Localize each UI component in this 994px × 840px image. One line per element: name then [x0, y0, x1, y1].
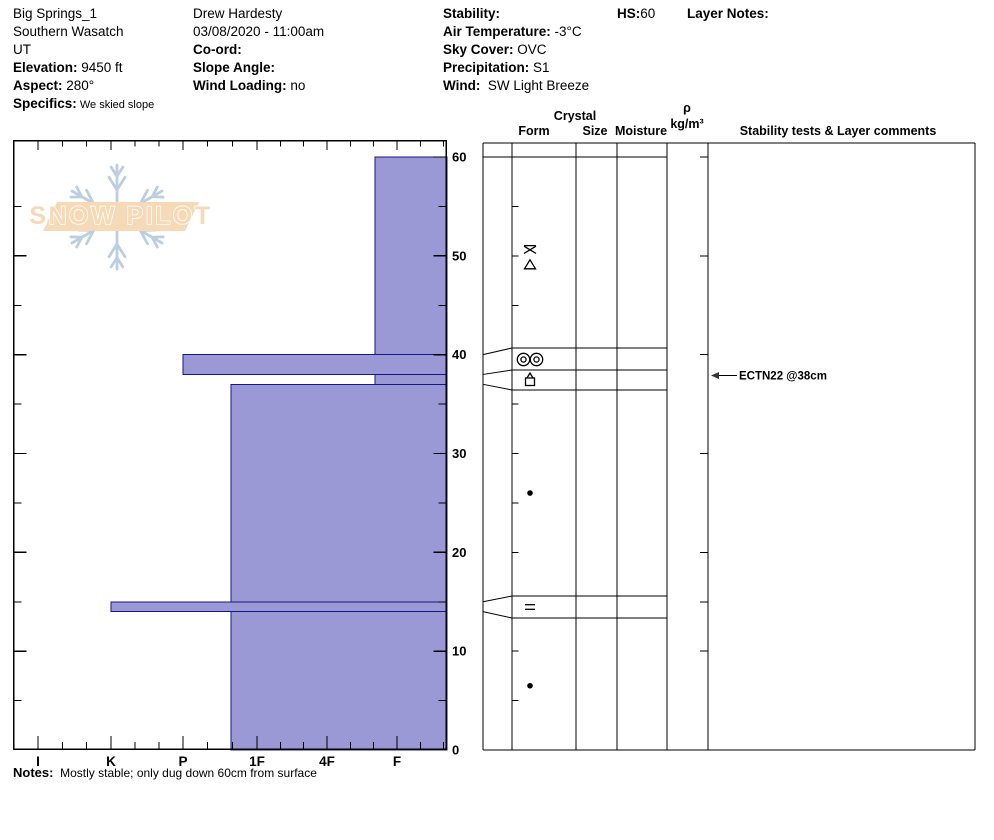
column-header-form: Form [518, 124, 550, 138]
header-field-line: Wind Loading: no [193, 77, 324, 95]
field-label: Specifics: [13, 96, 77, 111]
stability-test-annotation: ECTN22 @38cm [739, 371, 827, 383]
depth-axis-label-10: 10 [452, 644, 466, 659]
layer-bar-15-14cm-K [110, 601, 448, 613]
field-label: Wind Loading: [193, 78, 287, 93]
field-value: OVC [513, 42, 547, 57]
header-weather-column: Stability: Air Temperature: -3°C Sky Cover… [443, 5, 589, 95]
depth-axis-label-20: 20 [452, 545, 466, 560]
field-label: Precipitation: [443, 60, 530, 75]
table-row-connector-1 [482, 369, 513, 375]
header-hs: HS:60 [617, 5, 655, 23]
field-label: Stability: [443, 6, 501, 21]
header-text-line: UT [13, 42, 31, 57]
hs-label: HS: [617, 6, 641, 21]
field-label: Air Temperature: [443, 24, 551, 39]
field-label: Sky Cover: [443, 42, 514, 57]
column-header-comments: Stability tests & Layer comments [739, 124, 937, 138]
header-text-line: Drew Hardesty [193, 6, 283, 21]
column-header-density-unit: kg/m³ [670, 117, 704, 131]
field-value: no [286, 78, 306, 93]
grain-form-symbol-square-with-peak [524, 371, 536, 387]
notes-value: Mostly stable; only dug down 60cm from s… [60, 766, 317, 780]
column-header-crystal: Crystal [553, 109, 597, 123]
layer-bar-14-0cm-1F+ [230, 611, 448, 751]
grain-form-symbol-filled-dot [527, 682, 533, 689]
layer-bar-37-15cm-1F+ [230, 383, 448, 603]
snowpilot-logo-band [43, 202, 199, 231]
notes-label: Notes: [13, 765, 54, 780]
header-text-line: Southern Wasatch [13, 24, 124, 39]
snowpilot-logo-wordmark: SNOW PILOT [29, 202, 212, 230]
depth-axis-label-50: 50 [452, 248, 466, 263]
plot-border [13, 140, 447, 750]
header-text-line: Big Springs_1 [13, 6, 98, 21]
field-label: Wind: [443, 78, 481, 93]
grain-form-symbol-double-ringed-circles [516, 352, 544, 367]
header-field-line: Stability: [443, 5, 589, 23]
hardness-axis-label-4F: 4F [319, 754, 335, 769]
field-label: Elevation: [13, 60, 78, 75]
field-value: 9450 ft [77, 60, 123, 75]
field-value: We skied slope [76, 99, 155, 111]
header-field-line: Precipitation: S1 [443, 59, 589, 77]
header-field-line: Sky Cover: OVC [443, 41, 589, 59]
grain-form-symbol-stellar-and-graupel [523, 244, 537, 270]
header-field-line: Specifics: We skied slope [13, 95, 154, 114]
layer-bar-40-38cm-P [182, 354, 448, 375]
table-row-connector-3 [482, 595, 513, 603]
field-label: Slope Angle: [193, 60, 276, 75]
column-header-size: Size [582, 124, 608, 138]
grain-form-symbol-double-horizontal-lines [525, 604, 535, 610]
ectn-arrow-head [711, 372, 719, 379]
depth-axis-label-40: 40 [452, 347, 466, 362]
depth-axis-label-0: 0 [452, 743, 459, 758]
depth-axis-label-60: 60 [452, 150, 466, 165]
header-observer-column: Drew Hardesty 03/08/2020 - 11:00am Co-ord:… [193, 5, 324, 95]
header-field-line: Elevation: 9450 ft [13, 59, 154, 77]
header-text-line: 03/08/2020 - 11:00am [193, 24, 325, 39]
grain-form-symbol-filled-dot [527, 490, 533, 496]
table-row-connector-0 [482, 347, 513, 356]
hardness-axis-label-1F: 1F [249, 754, 265, 769]
header-layer-notes-label: Layer Notes: [687, 6, 769, 21]
field-value: 280° [62, 78, 95, 93]
hardness-axis-label-K: K [106, 754, 116, 769]
notes-line: Notes: Mostly stable; only dug down 60cm… [13, 765, 317, 780]
field-label: Aspect: [13, 78, 63, 93]
table-row-connector-4 [482, 611, 513, 619]
column-header-density-symbol: ρ [683, 101, 691, 115]
depth-axis-label-30: 30 [452, 446, 466, 461]
field-value: S1 [529, 60, 550, 75]
header-field-line: Wind: SW Light Breeze [443, 77, 589, 95]
hardness-axis-label-P: P [178, 754, 187, 769]
table-row-connector-2 [482, 383, 513, 391]
header-field-line: Co-ord: [193, 41, 324, 59]
header-site-column: Big Springs_1 Southern Wasatch UT Elevation… [13, 5, 154, 114]
header-field-line: Air Temperature: -3°C [443, 23, 589, 41]
field-value: -3°C [550, 24, 582, 39]
layer-bar-38-37cm-F+ [374, 373, 448, 385]
column-header-moisture: Moisture [614, 124, 668, 138]
hardness-axis-label-F: F [393, 754, 401, 769]
header-field-line: Slope Angle: [193, 59, 324, 77]
field-value: SW Light Breeze [480, 78, 590, 93]
header-field-line: Aspect: 280° [13, 77, 154, 95]
hardness-axis-label-I: I [36, 754, 40, 769]
field-label: Co-ord: [193, 42, 242, 57]
hs-value: 60 [640, 6, 656, 21]
